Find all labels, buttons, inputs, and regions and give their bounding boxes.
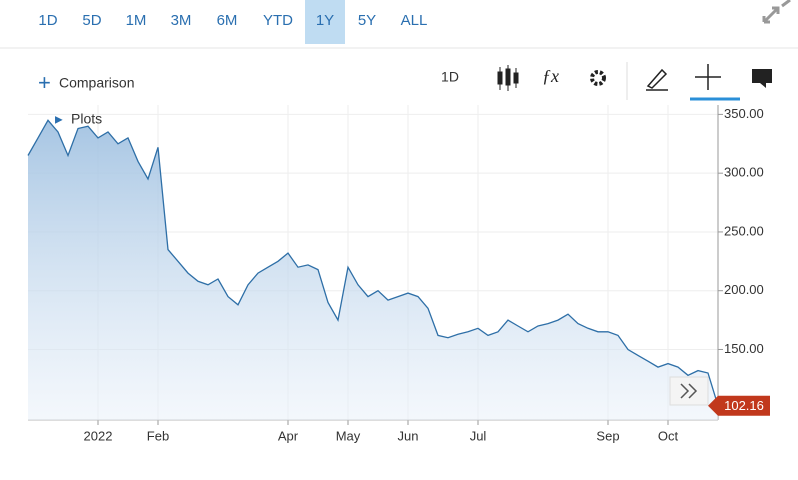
last-value-tag: [708, 395, 770, 416]
x-tick-label: Sep: [596, 428, 619, 443]
y-tick-label: 350.00: [724, 106, 764, 121]
x-tick-label: Oct: [658, 428, 679, 443]
plot-area: 150.00 200.00 250.00 300.00 350.00 2022 Feb Apr…: [27, 105, 770, 443]
range-button[interactable]: 1D: [38, 12, 57, 29]
x-tick-label: Feb: [147, 428, 169, 443]
line: [27, 119, 719, 406]
range-button[interactable]: YTD: [263, 12, 293, 29]
comparison-button[interactable]: Comparison: [59, 75, 134, 91]
candles-icon[interactable]: [497, 65, 519, 91]
range-selected: [305, 0, 345, 44]
plots-button[interactable]: Plots: [71, 111, 102, 127]
expand-icon[interactable]: [762, 0, 791, 24]
range-button[interactable]: 3M: [171, 12, 192, 29]
y-tick-label: 150.00: [724, 341, 764, 356]
settings-icon[interactable]: [590, 70, 606, 86]
x-tick-label: May: [336, 428, 361, 443]
interval-button[interactable]: 1D: [441, 69, 459, 85]
last-value-label: 102.16: [724, 398, 764, 413]
range-button[interactable]: 5Y: [358, 12, 376, 29]
range-button[interactable]: 5D: [82, 12, 101, 29]
range-bar: 1D 5D 1M 3M 6M YTD 1Y 5Y ALL: [38, 0, 427, 44]
plus-icon[interactable]: +: [38, 70, 51, 95]
range-button[interactable]: ALL: [401, 12, 428, 29]
x-tick-label: Jun: [398, 428, 419, 443]
comment-icon[interactable]: [752, 69, 772, 88]
draw-icon[interactable]: [646, 68, 668, 91]
y-tick-label: 300.00: [724, 165, 764, 180]
x-tick-label: 2022: [84, 428, 113, 443]
range-button[interactable]: 6M: [217, 12, 238, 29]
crosshair-icon[interactable]: [695, 64, 721, 90]
study-icon[interactable]: ƒx: [542, 66, 559, 86]
y-tick-label: 200.00: [724, 282, 764, 297]
x-tick-label: Jul: [470, 428, 487, 443]
plots-arrow[interactable]: ▶: [55, 115, 63, 126]
x-tick-label: Apr: [278, 428, 299, 443]
y-tick-label: 250.00: [724, 223, 764, 238]
range-button[interactable]: 1Y: [316, 12, 334, 29]
range-button[interactable]: 1M: [126, 12, 147, 29]
area: [28, 120, 718, 421]
scroll-icon: [680, 383, 698, 399]
